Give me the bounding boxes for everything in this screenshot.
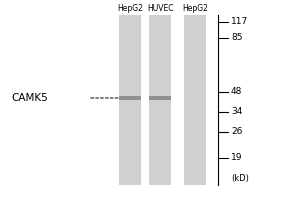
Text: 85: 85 (231, 33, 242, 43)
Text: HepG2: HepG2 (117, 4, 143, 13)
Text: HepG2: HepG2 (182, 4, 208, 13)
Bar (119, 96, 141, 100)
Text: 48: 48 (231, 88, 242, 97)
Text: CAMK5: CAMK5 (12, 93, 48, 103)
Text: 26: 26 (231, 128, 242, 136)
Text: 117: 117 (231, 18, 248, 26)
Text: 34: 34 (231, 108, 242, 116)
Bar (119, 15, 141, 185)
Text: HUVEC: HUVEC (147, 4, 173, 13)
Bar (184, 15, 206, 185)
Bar (149, 15, 171, 185)
Text: 19: 19 (231, 154, 242, 162)
Text: (kD): (kD) (231, 173, 249, 182)
Bar (149, 96, 171, 100)
